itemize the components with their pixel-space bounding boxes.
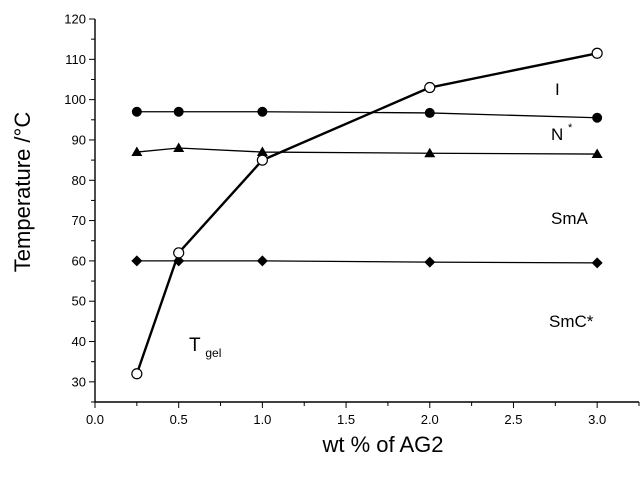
y-tick-label: 90 bbox=[72, 132, 86, 147]
tgel-main: T bbox=[189, 335, 201, 356]
data-point-open-circle bbox=[173, 247, 185, 259]
y-tick-label: 60 bbox=[72, 253, 86, 268]
y-tick-label: 50 bbox=[72, 294, 86, 309]
data-point-filled-triangle bbox=[173, 142, 185, 153]
n-label-superscript: * bbox=[568, 122, 573, 134]
data-point-filled-diamond bbox=[591, 257, 603, 269]
region-label-i: I bbox=[555, 80, 560, 99]
data-point-open-circle bbox=[256, 154, 268, 166]
data-point-filled-triangle bbox=[131, 146, 143, 157]
y-tick-label: 80 bbox=[72, 173, 86, 188]
y-tick-label: 30 bbox=[72, 374, 86, 389]
x-tick-label: 2.0 bbox=[421, 412, 439, 427]
data-point-filled-circle bbox=[592, 112, 603, 123]
n-label-main: N bbox=[551, 125, 563, 144]
tgel-subscript: gel bbox=[205, 346, 221, 360]
data-point-filled-diamond bbox=[424, 256, 436, 268]
data-point-filled-circle bbox=[257, 106, 268, 117]
tgel-label: T gel bbox=[189, 335, 221, 360]
data-point-filled-circle bbox=[131, 106, 142, 117]
x-tick-label: 1.0 bbox=[253, 412, 271, 427]
y-tick-label: 110 bbox=[65, 52, 86, 67]
x-tick-label: 0.5 bbox=[170, 412, 188, 427]
x-tick-label: 0.0 bbox=[86, 412, 104, 427]
region-label-sma: SmA bbox=[551, 209, 589, 228]
data-point-open-circle bbox=[591, 47, 603, 59]
axes: 30 40 50 60 70 80 90 100 110 120 0.0 0.5 1.0 1.5 2.0 2.… bbox=[64, 12, 640, 427]
series-line-filled-triangle bbox=[136, 147, 598, 155]
y-axis-title: Temperature /°C bbox=[10, 112, 35, 273]
data-point-open-circle bbox=[424, 81, 436, 94]
region-label-n-star: N * bbox=[551, 122, 573, 144]
data-point-filled-diamond bbox=[131, 255, 143, 267]
region-label-smc: SmC* bbox=[549, 312, 594, 331]
x-axis-title: wt % of AG2 bbox=[321, 432, 443, 457]
x-tick-label: 2.5 bbox=[504, 412, 522, 427]
data-point-filled-triangle bbox=[256, 146, 268, 157]
y-tick-label: 120 bbox=[64, 12, 86, 27]
series-markers bbox=[131, 47, 603, 380]
series-line-filled-diamond bbox=[136, 260, 598, 264]
y-tick-label: 100 bbox=[64, 92, 86, 107]
x-tick-label: 3.0 bbox=[588, 412, 606, 427]
data-point-filled-triangle bbox=[424, 147, 436, 158]
y-tick-label: 70 bbox=[72, 213, 86, 228]
data-point-filled-diamond bbox=[256, 255, 268, 267]
x-tick-label: 1.5 bbox=[337, 412, 355, 427]
data-point-filled-triangle bbox=[591, 148, 603, 159]
data-point-open-circle bbox=[131, 368, 143, 380]
data-point-filled-diamond bbox=[173, 255, 185, 267]
y-tick-label: 40 bbox=[72, 334, 86, 349]
data-point-filled-circle bbox=[424, 107, 435, 118]
series-line-open-circle bbox=[135, 52, 598, 375]
series-lines bbox=[135, 52, 598, 375]
data-point-filled-circle bbox=[173, 106, 184, 117]
